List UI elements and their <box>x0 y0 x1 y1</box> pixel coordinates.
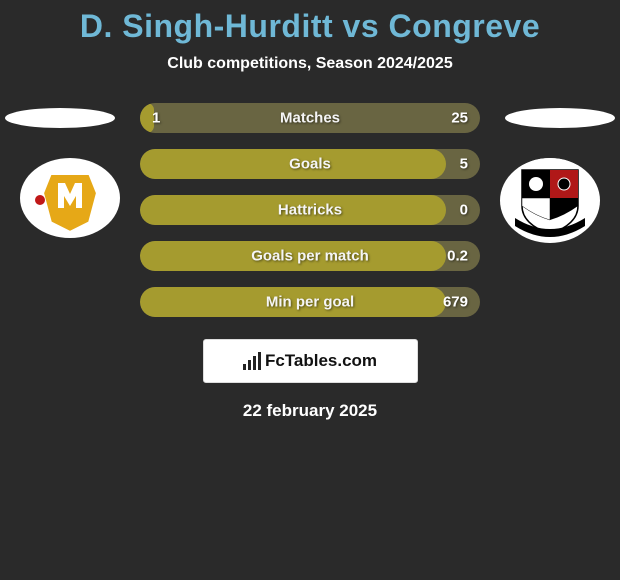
stat-label: Goals per match <box>251 249 369 264</box>
stat-bar: Min per goal 679 <box>140 287 480 317</box>
player-left-silhouette-icon <box>5 108 115 128</box>
player-right-silhouette-icon <box>505 108 615 128</box>
club-badge-right-icon <box>500 158 600 243</box>
comparison-area: 1 Matches 25 Goals 5 Hattricks 0 Goals per matc… <box>0 103 620 333</box>
stat-label: Min per goal <box>266 295 354 310</box>
stat-label: Goals <box>289 157 331 172</box>
brand-box: FcTables.com <box>203 339 418 383</box>
stat-value-right: 0 <box>460 203 468 218</box>
stat-bar: Goals per match 0.2 <box>140 241 480 271</box>
date-label: 22 february 2025 <box>0 401 620 421</box>
stat-bar: Goals 5 <box>140 149 480 179</box>
stat-label: Matches <box>280 111 340 126</box>
stat-value-left: 1 <box>152 111 160 126</box>
club-badge-left-icon <box>20 158 120 238</box>
stat-value-right: 679 <box>443 295 468 310</box>
chart-icon <box>243 352 261 370</box>
stat-value-right: 25 <box>451 111 468 126</box>
subtitle: Club competitions, Season 2024/2025 <box>0 55 620 73</box>
stat-value-right: 0.2 <box>447 249 468 264</box>
stat-value-right: 5 <box>460 157 468 172</box>
page-title: D. Singh-Hurditt vs Congreve <box>0 0 620 45</box>
brand-label: FcTables.com <box>265 351 377 371</box>
stat-bar: 1 Matches 25 <box>140 103 480 133</box>
stat-bar: Hattricks 0 <box>140 195 480 225</box>
stat-bars: 1 Matches 25 Goals 5 Hattricks 0 Goals per matc… <box>140 103 480 333</box>
stat-label: Hattricks <box>278 203 342 218</box>
